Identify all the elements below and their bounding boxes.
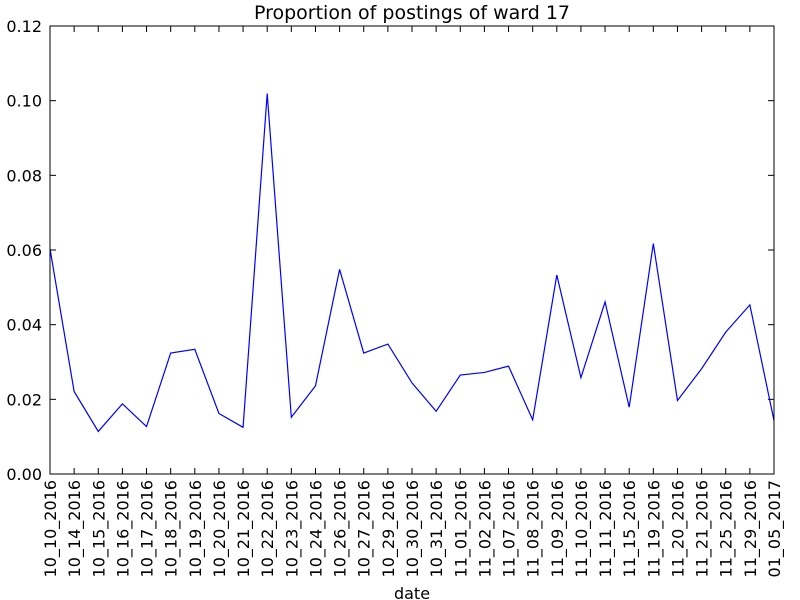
x-tick-label: 11_25_2016 — [717, 480, 737, 577]
x-tick-label: 11_10_2016 — [572, 480, 592, 577]
y-tick-label: 0.12 — [6, 17, 42, 36]
x-tick-label: 10_17_2016 — [138, 480, 158, 577]
y-tick-label: 0.02 — [6, 390, 42, 409]
x-tick-label: 11_21_2016 — [693, 480, 713, 577]
x-tick-label: 11_20_2016 — [668, 480, 688, 577]
x-tick-label: 10_24_2016 — [306, 480, 326, 577]
x-tick-label: 10_30_2016 — [403, 480, 423, 577]
x-tick-label: 10_21_2016 — [234, 480, 254, 577]
x-tick-label: 01_05_2017 — [765, 480, 785, 577]
x-tick-label: 10_15_2016 — [89, 480, 109, 577]
x-tick-label: 10_20_2016 — [210, 480, 230, 577]
y-tick-label: 0.04 — [6, 316, 42, 335]
x-tick-label: 10_27_2016 — [355, 480, 375, 577]
x-tick-label: 10_22_2016 — [258, 480, 278, 577]
x-tick-label: 10_14_2016 — [65, 480, 85, 577]
series-line-0 — [49, 93, 775, 433]
x-tick-label: 11_15_2016 — [620, 480, 640, 577]
x-tick-label: 11_29_2016 — [741, 480, 761, 577]
series-layer — [49, 93, 775, 433]
y-tick-label: 0.08 — [6, 166, 42, 185]
x-tick-label: 10_31_2016 — [427, 480, 447, 577]
x-tick-label: 10_26_2016 — [331, 480, 351, 577]
x-axis-label: date — [394, 584, 430, 600]
y-tick-label: 0.10 — [6, 92, 42, 111]
x-tick-label: 11_01_2016 — [451, 480, 471, 577]
x-tick-label: 10_18_2016 — [162, 480, 182, 577]
x-tick-label: 10_23_2016 — [282, 480, 302, 577]
y-tick-label: 0.00 — [6, 465, 42, 484]
x-tick-label: 11_08_2016 — [524, 480, 544, 577]
x-tick-label: 10_10_2016 — [41, 480, 61, 577]
x-tick-label: 11_09_2016 — [548, 480, 568, 577]
x-tick-label: 10_29_2016 — [379, 480, 399, 577]
x-tick-label: 11_11_2016 — [596, 480, 616, 577]
x-tick-label: 10_16_2016 — [113, 480, 133, 577]
x-tick-label: 11_19_2016 — [644, 480, 664, 577]
plot-frame — [49, 25, 775, 475]
x-tick-label: 11_07_2016 — [500, 480, 520, 577]
y-tick-label: 0.06 — [6, 241, 42, 260]
x-tick-label: 10_19_2016 — [186, 480, 206, 577]
x-tick-label: 11_02_2016 — [475, 480, 495, 577]
chart-title: Proportion of postings of ward 17 — [254, 2, 570, 24]
